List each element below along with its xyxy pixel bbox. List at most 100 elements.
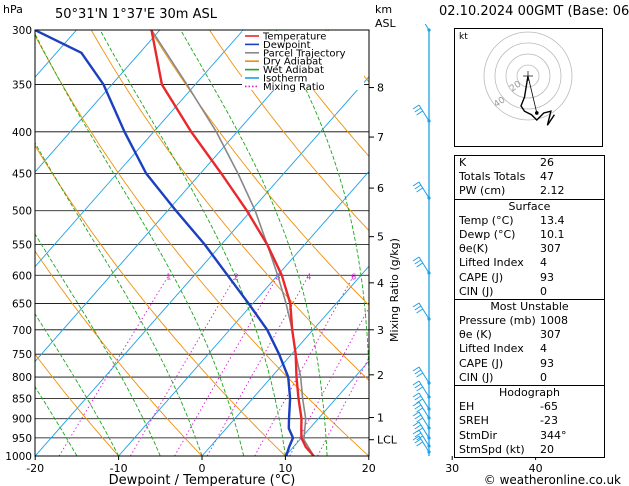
stats-value: -23	[540, 414, 558, 428]
wind-barb-feather	[414, 383, 422, 389]
pressure-tick-label: 800	[12, 372, 32, 384]
hodograph-ring	[505, 53, 551, 99]
wet-adiabat-line	[275, 30, 369, 456]
pressure-tick-label: 600	[12, 270, 32, 282]
km-tick-label: 3	[377, 324, 384, 337]
wind-barb-feather	[414, 259, 422, 265]
stats-row: Lifted Index 4	[455, 342, 604, 356]
wind-barb-feather	[412, 435, 420, 441]
stats-key: Lifted Index	[459, 256, 524, 270]
dry-adiabat-line	[268, 30, 369, 158]
pressure-tick-label: 500	[12, 206, 32, 218]
storm-motion-point	[535, 111, 539, 115]
pressure-tick-label: 550	[12, 239, 32, 251]
wind-barb-feather	[412, 429, 420, 435]
isotherm-line	[619, 30, 629, 456]
location-title: 50°31'N 1°37'E 30m ASL	[55, 7, 218, 22]
km-tick-label: 5	[377, 231, 384, 244]
mixing-ratio-line	[289, 306, 369, 456]
pressure-tick-label: 450	[12, 168, 32, 180]
km-tick-label: 1	[377, 412, 384, 425]
pressure-tick-label: 900	[12, 414, 32, 426]
wind-barb-feather	[412, 256, 420, 262]
wind-barb-feather	[414, 414, 422, 420]
stats-row: PW (cm) 2.12	[455, 184, 604, 198]
stats-row: EH -65	[455, 400, 604, 414]
wind-barb	[412, 401, 431, 420]
wet-adiabat-line	[35, 233, 161, 456]
dry-adiabat-line	[149, 30, 369, 306]
stats-row: Totals Totals 47	[455, 170, 604, 184]
hodograph-ring	[494, 42, 562, 110]
wind-barb-feather	[416, 407, 423, 413]
hodograph-trace	[520, 75, 555, 126]
mixing-ratio-label: 6	[351, 272, 356, 281]
stats-key: CIN (J)	[459, 284, 494, 298]
stats-value: 93	[540, 356, 554, 370]
wind-barb-feather	[416, 308, 423, 314]
pressure-tick-label: 950	[12, 433, 32, 445]
wind-barb	[412, 256, 431, 275]
wind-barb-feather	[412, 380, 420, 386]
wind-barb-feather	[414, 438, 422, 444]
stats-value: 13.4	[540, 213, 565, 227]
legend-label: Dry Adiabat	[263, 57, 322, 68]
stats-row: CAPE (J) 93	[455, 357, 604, 371]
stats-value: 0	[540, 284, 547, 298]
wind-barb-feather	[412, 392, 420, 398]
hodograph-unit: kt	[459, 32, 468, 42]
wind-barb-feather	[412, 104, 420, 110]
isotherm-line	[35, 30, 244, 268]
pressure-tick-label: 400	[12, 127, 32, 139]
dry-adiabat-line	[35, 34, 369, 456]
wind-barb-staff	[418, 366, 430, 384]
wind-barb-feather	[412, 181, 420, 187]
legend-label: Mixing Ratio	[263, 82, 325, 93]
wet-adiabat-line	[35, 313, 120, 456]
stats-key: EH	[459, 400, 475, 414]
wind-barb	[412, 181, 431, 200]
stats-row: StmSpd (kt) 20	[455, 443, 604, 457]
stats-value: 4	[540, 256, 547, 270]
isotherm-line	[118, 170, 369, 456]
stats-value: 2.12	[540, 184, 565, 198]
stats-value: 20	[540, 442, 554, 456]
stats-value: 93	[540, 270, 554, 284]
storm-motion-vector	[527, 75, 538, 114]
legend-label: Wet Adiabat	[263, 65, 324, 76]
wind-barb-feather	[412, 411, 420, 417]
stats-value: 0	[540, 370, 547, 384]
isotherm-line	[35, 30, 328, 363]
temp-tick-label: 30	[445, 462, 459, 475]
stats-key: θe(K)	[459, 242, 489, 256]
isotherm-line	[35, 76, 369, 456]
dry-adiabat-line	[623, 30, 629, 456]
wind-barb-feather	[416, 262, 423, 268]
wind-barb-feather	[414, 184, 422, 190]
stats-row: Pressure (mb) 1008	[455, 314, 604, 328]
wet-adiabat-line	[35, 386, 78, 456]
wind-barb-staff	[418, 392, 430, 410]
wind-barb	[416, 24, 431, 32]
stats-row: SREH -23	[455, 414, 604, 428]
dry-adiabat-line	[90, 30, 369, 381]
wind-barb-feather	[414, 432, 422, 438]
wind-barb-column	[412, 24, 431, 456]
stats-value: -65	[540, 400, 558, 414]
temp-tick-label: 0	[199, 462, 206, 475]
isotherm-line	[201, 265, 369, 456]
stats-key: θe (K)	[459, 328, 492, 342]
stats-key: StmSpd (kt)	[459, 442, 525, 456]
mixing-ratio-line	[130, 275, 237, 456]
mixing-ratio-label: 2	[234, 272, 239, 281]
stats-value: 26	[540, 156, 554, 169]
datetime-label: 02.10.2024 00GMT (Base: 06)	[439, 4, 629, 19]
stats-row: θe(K) 307	[455, 242, 604, 256]
stats-value: 307	[540, 328, 561, 342]
legend-label: Temperature	[262, 32, 326, 43]
legend-label: Parcel Trajectory	[263, 48, 346, 59]
legend-label: Isotherm	[263, 74, 307, 85]
wet-adiabat-line	[99, 30, 286, 456]
legend-label: Dewpoint	[263, 40, 311, 51]
stats-value: 344°	[540, 428, 567, 442]
